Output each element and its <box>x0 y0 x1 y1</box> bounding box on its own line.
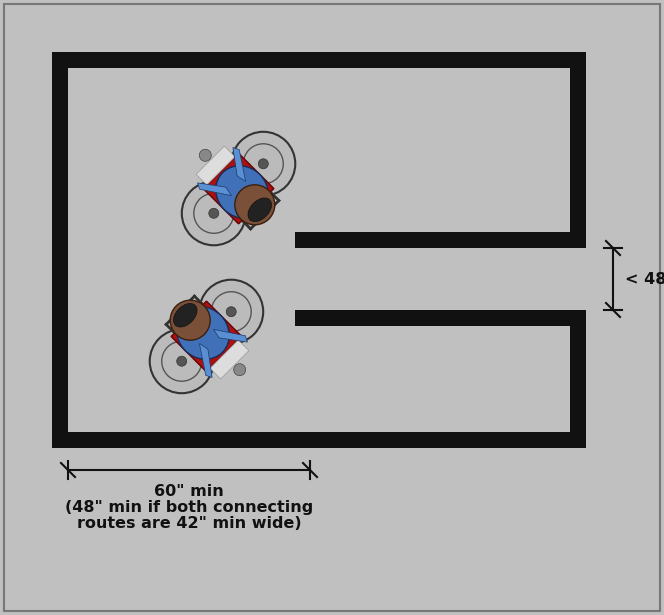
Bar <box>295 310 586 326</box>
Bar <box>570 326 586 432</box>
Bar <box>52 52 586 68</box>
Circle shape <box>234 363 246 376</box>
Polygon shape <box>199 344 212 378</box>
Circle shape <box>208 208 218 218</box>
Ellipse shape <box>248 198 272 221</box>
Circle shape <box>226 307 236 317</box>
Circle shape <box>199 280 263 344</box>
Polygon shape <box>171 301 242 372</box>
Bar <box>52 432 586 448</box>
Circle shape <box>170 300 210 340</box>
Bar <box>295 232 586 248</box>
Ellipse shape <box>177 307 229 359</box>
Text: routes are 42" min wide): routes are 42" min wide) <box>76 516 301 531</box>
Circle shape <box>231 132 295 196</box>
Polygon shape <box>233 148 246 181</box>
Circle shape <box>149 329 214 393</box>
Polygon shape <box>197 183 232 196</box>
Text: < 48": < 48" <box>625 271 664 287</box>
Polygon shape <box>196 146 235 185</box>
Circle shape <box>258 159 268 169</box>
Polygon shape <box>214 330 248 342</box>
Text: (48" min if both connecting: (48" min if both connecting <box>65 500 313 515</box>
Circle shape <box>182 181 246 245</box>
Circle shape <box>199 149 211 161</box>
Text: 60" min: 60" min <box>154 484 224 499</box>
Circle shape <box>177 356 187 366</box>
Bar <box>52 52 68 448</box>
Polygon shape <box>210 340 249 379</box>
Ellipse shape <box>173 303 197 327</box>
Bar <box>570 68 586 232</box>
Circle shape <box>235 184 275 225</box>
Ellipse shape <box>216 166 268 218</box>
Polygon shape <box>203 153 274 224</box>
